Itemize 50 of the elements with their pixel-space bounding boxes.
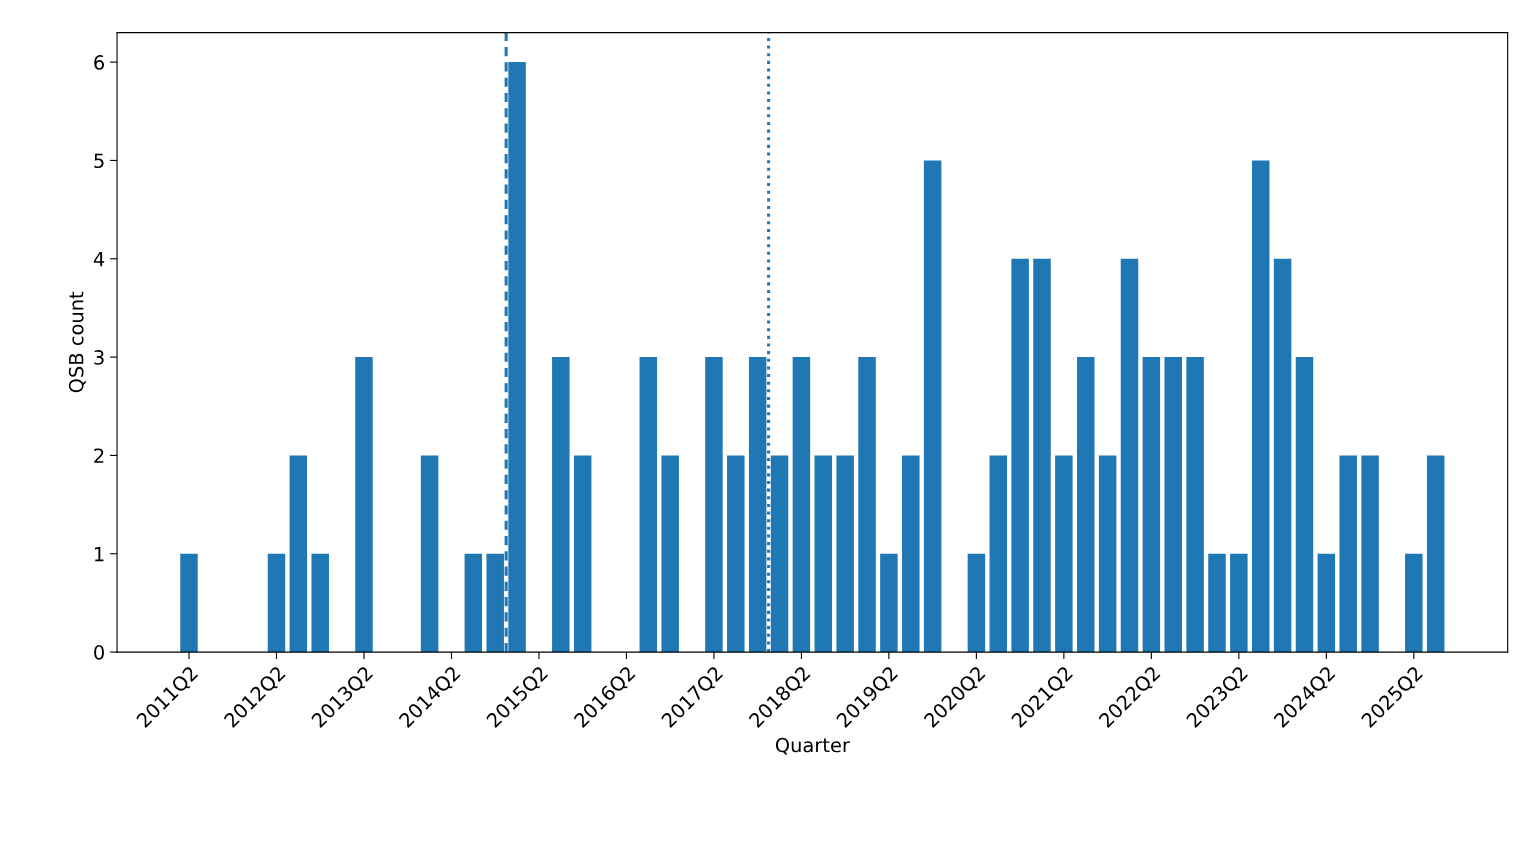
y-tick-label: 2 <box>94 448 104 463</box>
bar <box>1077 357 1095 653</box>
bar <box>1011 258 1029 653</box>
bar <box>1098 455 1117 653</box>
bar <box>1164 357 1182 653</box>
bar <box>1251 160 1270 653</box>
y-tick-label: 4 <box>93 251 105 267</box>
bar <box>289 455 308 653</box>
y-tick-label: 0 <box>94 645 104 660</box>
bar <box>464 553 483 653</box>
bar <box>836 455 854 653</box>
y-tick-label: 5 <box>94 153 104 169</box>
bar <box>573 455 592 653</box>
bar <box>311 553 329 653</box>
bar <box>1186 357 1204 653</box>
bar <box>1230 553 1248 653</box>
bar <box>1317 553 1336 653</box>
bar <box>420 455 439 653</box>
bar <box>1273 258 1292 653</box>
bar <box>1055 455 1073 653</box>
bar <box>858 357 876 653</box>
y-tick-label: 6 <box>94 55 105 70</box>
bar <box>1120 258 1139 653</box>
bar <box>1208 553 1226 653</box>
bar <box>1142 357 1161 653</box>
bar <box>923 160 942 653</box>
bar <box>1033 258 1051 653</box>
bar <box>552 357 570 653</box>
bar <box>639 357 658 653</box>
bar <box>1361 455 1379 653</box>
bar <box>880 553 898 653</box>
bar <box>355 357 373 653</box>
bar <box>989 455 1008 653</box>
bar <box>1405 553 1423 653</box>
bar <box>267 553 286 653</box>
bar <box>1339 455 1357 653</box>
bar <box>967 553 986 653</box>
bar <box>180 553 198 653</box>
y-axis-title: QSB count <box>68 291 86 393</box>
y-tick-label: 1 <box>95 546 104 562</box>
bar <box>1426 455 1445 653</box>
bar <box>727 455 745 653</box>
x-axis-title: Quarter <box>775 737 850 755</box>
bar <box>661 455 679 653</box>
bar <box>792 357 811 653</box>
bar <box>814 455 833 653</box>
bar <box>705 357 723 653</box>
bar <box>1295 357 1314 653</box>
y-tick-label: 3 <box>94 350 104 365</box>
bar <box>902 455 920 653</box>
